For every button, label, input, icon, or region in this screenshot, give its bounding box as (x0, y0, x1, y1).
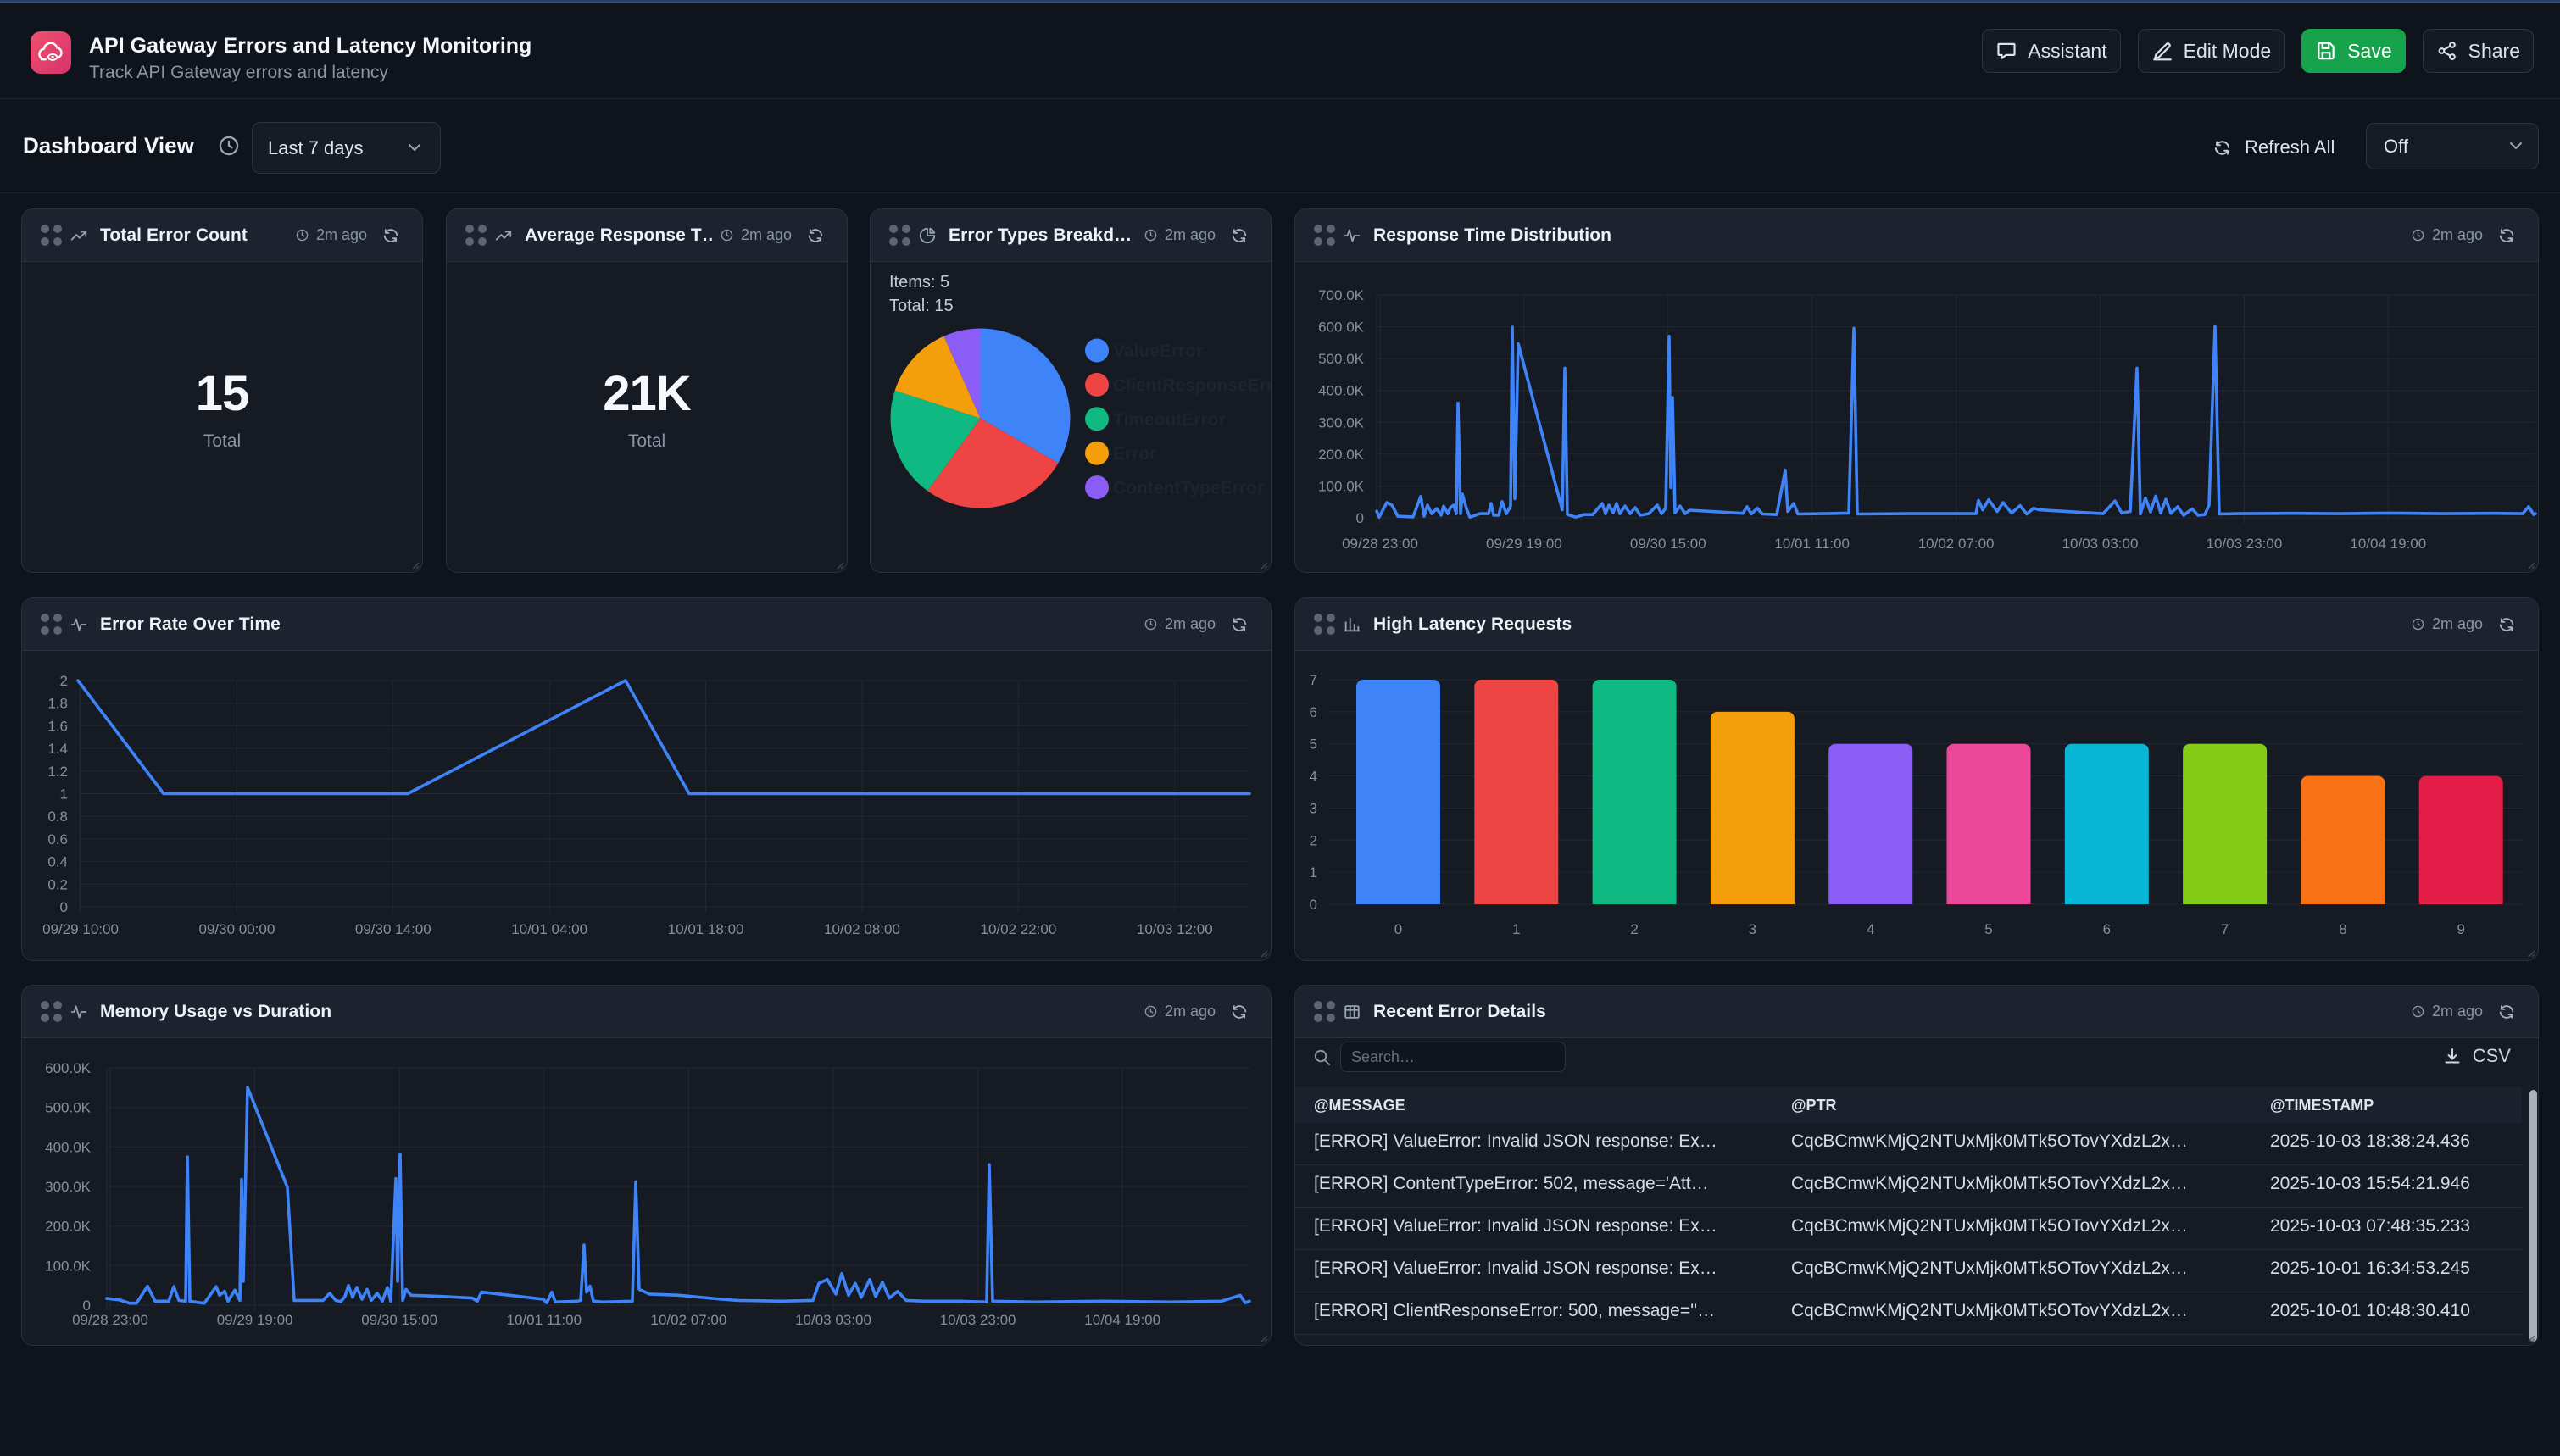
svg-text:1.6: 1.6 (47, 718, 68, 734)
svg-text:500.0K: 500.0K (1318, 351, 1365, 367)
svg-text:10/03 23:00: 10/03 23:00 (940, 1312, 1016, 1328)
svg-text:400.0K: 400.0K (1318, 383, 1365, 399)
svg-text:400.0K: 400.0K (45, 1139, 92, 1155)
svg-text:10/03 03:00: 10/03 03:00 (795, 1312, 871, 1328)
svg-text:4: 4 (1310, 769, 1317, 785)
svg-text:ContentTypeError: ContentTypeError (1113, 479, 1264, 498)
svg-text:10/02 08:00: 10/02 08:00 (824, 921, 900, 937)
svg-text:1.4: 1.4 (47, 741, 68, 757)
svg-text:09/29 19:00: 09/29 19:00 (1486, 536, 1562, 552)
svg-text:100.0K: 100.0K (1318, 478, 1365, 494)
svg-text:10/02 22:00: 10/02 22:00 (980, 921, 1056, 937)
svg-text:1.8: 1.8 (47, 696, 68, 712)
svg-text:5: 5 (1984, 921, 1992, 937)
svg-text:10/03 12:00: 10/03 12:00 (1137, 921, 1213, 937)
svg-text:1: 1 (60, 786, 68, 803)
svg-text:09/28 23:00: 09/28 23:00 (72, 1312, 148, 1328)
svg-text:1.2: 1.2 (47, 764, 68, 780)
svg-text:10/01 18:00: 10/01 18:00 (668, 921, 744, 937)
svg-text:5: 5 (1310, 736, 1317, 753)
svg-text:500.0K: 500.0K (45, 1100, 92, 1116)
svg-text:ClientResponseError: ClientResponseError (1113, 375, 1272, 395)
svg-text:8: 8 (2339, 921, 2346, 937)
svg-text:Error: Error (1113, 444, 1156, 464)
svg-text:3: 3 (1749, 921, 1756, 937)
svg-text:1: 1 (1310, 864, 1317, 881)
svg-text:600.0K: 600.0K (1318, 320, 1365, 336)
svg-text:10/04 19:00: 10/04 19:00 (2350, 536, 2426, 552)
svg-text:600.0K: 600.0K (45, 1060, 92, 1076)
svg-text:09/30 14:00: 09/30 14:00 (355, 921, 431, 937)
svg-text:100.0K: 100.0K (45, 1258, 92, 1274)
svg-text:10/04 19:00: 10/04 19:00 (1084, 1312, 1160, 1328)
svg-text:10/01 11:00: 10/01 11:00 (1774, 536, 1850, 552)
svg-text:6: 6 (2103, 921, 2111, 937)
svg-text:0.4: 0.4 (47, 854, 68, 870)
svg-text:4: 4 (1867, 921, 1874, 937)
svg-text:200.0K: 200.0K (1318, 447, 1365, 463)
svg-text:0.6: 0.6 (47, 831, 68, 847)
svg-text:09/30 15:00: 09/30 15:00 (1630, 536, 1706, 552)
svg-text:0: 0 (83, 1298, 91, 1314)
svg-text:0.8: 0.8 (47, 809, 68, 825)
svg-text:300.0K: 300.0K (45, 1179, 92, 1195)
svg-text:2: 2 (60, 673, 68, 689)
svg-text:200.0K: 200.0K (45, 1219, 92, 1235)
svg-text:ValueError: ValueError (1113, 342, 1203, 361)
svg-text:TimeoutError: TimeoutError (1113, 410, 1226, 430)
svg-text:10/03 23:00: 10/03 23:00 (2206, 536, 2282, 552)
svg-text:0: 0 (1394, 921, 1402, 937)
svg-text:09/28 23:00: 09/28 23:00 (1342, 536, 1418, 552)
svg-text:2: 2 (1310, 832, 1317, 848)
svg-text:700.0K: 700.0K (1318, 287, 1365, 303)
svg-text:1: 1 (1512, 921, 1520, 937)
svg-text:09/30 00:00: 09/30 00:00 (198, 921, 275, 937)
svg-text:10/02 07:00: 10/02 07:00 (650, 1312, 726, 1328)
svg-text:09/29 19:00: 09/29 19:00 (217, 1312, 293, 1328)
svg-text:7: 7 (1310, 672, 1317, 688)
svg-text:0: 0 (1310, 897, 1317, 913)
svg-text:3: 3 (1310, 800, 1317, 816)
svg-text:09/30 15:00: 09/30 15:00 (361, 1312, 437, 1328)
svg-text:10/03 03:00: 10/03 03:00 (2062, 536, 2139, 552)
svg-text:300.0K: 300.0K (1318, 414, 1365, 431)
svg-text:9: 9 (2457, 921, 2464, 937)
svg-text:0: 0 (60, 899, 68, 915)
svg-text:0: 0 (1356, 510, 1364, 526)
svg-text:10/02 07:00: 10/02 07:00 (1918, 536, 1995, 552)
svg-text:10/01 11:00: 10/01 11:00 (507, 1312, 582, 1328)
svg-text:2: 2 (1630, 921, 1638, 937)
svg-text:0.2: 0.2 (47, 876, 68, 892)
svg-text:10/01 04:00: 10/01 04:00 (511, 921, 587, 937)
svg-text:6: 6 (1310, 704, 1317, 720)
svg-text:09/29 10:00: 09/29 10:00 (42, 921, 119, 937)
svg-text:7: 7 (2221, 921, 2229, 937)
